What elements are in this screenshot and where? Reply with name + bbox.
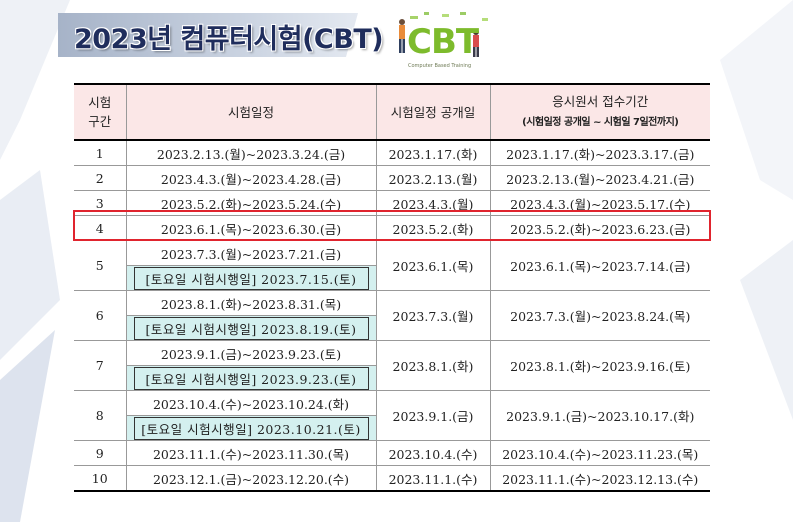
exam-dates-cell: 2023.8.1.(화)~2023.8.31.(목) <box>125 290 377 316</box>
saturday-exam-cell: [토요일 시험시행일] 2023.9.23.(토) <box>126 365 376 391</box>
table-header-row: 시험 구간 시험일정 시험일정 공개일 응시원서 접수기간 (시험일정 공개일 … <box>74 83 710 141</box>
page-title: 2023년 컴퓨터시험(CBT) <box>74 24 384 55</box>
release-date-cell: 2023.6.1.(목) <box>375 240 491 291</box>
application-period-cell: 2023.2.13.(월)~2023.4.21.(금) <box>489 165 710 191</box>
release-date-cell: 2023.11.1.(수) <box>375 465 491 492</box>
logo-text: CBT <box>407 22 479 62</box>
people-illustration-icon <box>399 12 488 57</box>
saturday-exam-label: [토요일 시험시행일] 2023.9.23.(토) <box>133 366 369 390</box>
period-cell: 10 <box>74 465 127 492</box>
exam-dates-cell: 2023.9.1.(금)~2023.9.23.(토) <box>125 340 377 366</box>
header-application-note: (시험일정 공개일 ~ 시험일 7일전까지) <box>522 117 679 128</box>
table-subrow: [토요일 시험시행일] 2023.9.23.(토) <box>74 365 710 391</box>
exam-dates-cell: 2023.6.1.(목)~2023.6.30.(금) <box>125 215 377 241</box>
application-period-cell: 2023.8.1.(화)~2023.9.16.(토) <box>489 340 710 391</box>
header-application-period: 응시원서 접수기간 (시험일정 공개일 ~ 시험일 7일전까지) <box>489 83 710 141</box>
table-row: 8 2023.10.4.(수)~2023.10.24.(화) 2023.9.1.… <box>74 390 710 441</box>
exam-dates-cell: 2023.2.13.(월)~2023.3.24.(금) <box>125 140 377 166</box>
application-period-cell: 2023.10.4.(수)~2023.11.23.(목) <box>489 440 710 466</box>
period-cell: 8 <box>74 390 127 441</box>
exam-dates-cell: 2023.4.3.(월)~2023.4.28.(금) <box>125 165 377 191</box>
row-highlight-box <box>73 210 711 241</box>
release-date-cell: 2023.2.13.(월) <box>375 165 491 191</box>
release-date-cell: 2023.7.3.(월) <box>375 290 491 341</box>
period-cell: 7 <box>74 340 127 391</box>
exam-dates-cell: 2023.10.4.(수)~2023.10.24.(화) <box>125 390 377 416</box>
title-banner <box>58 13 358 57</box>
table-row: 1 2023.2.13.(월)~2023.3.24.(금) 2023.1.17.… <box>74 140 710 166</box>
period-cell: 2 <box>74 165 127 191</box>
header-release-date: 시험일정 공개일 <box>375 83 491 141</box>
release-date-cell: 2023.8.1.(화) <box>375 340 491 391</box>
table-subrow: [토요일 시험시행일] 2023.8.19.(토) <box>74 315 710 341</box>
release-date-cell: 2023.9.1.(금) <box>375 390 491 441</box>
period-cell: 5 <box>74 240 127 291</box>
application-period-cell: 2023.7.3.(월)~2023.8.24.(목) <box>489 290 710 341</box>
table-subrow: [토요일 시험시행일] 2023.7.15.(토) <box>74 265 710 291</box>
header-application-title: 응시원서 접수기간 <box>552 94 649 109</box>
saturday-exam-label: [토요일 시험시행일] 2023.7.15.(토) <box>133 266 369 290</box>
table-row: 7 2023.9.1.(금)~2023.9.23.(토) 2023.8.1.(화… <box>74 340 710 391</box>
saturday-exam-cell: [토요일 시험시행일] 2023.7.15.(토) <box>126 265 376 291</box>
exam-dates-cell: 2023.11.1.(수)~2023.11.30.(목) <box>125 440 377 466</box>
logo-subtitle: Computer Based Training <box>408 63 472 69</box>
table-row: 9 2023.11.1.(수)~2023.11.30.(목) 2023.10.4… <box>74 440 710 466</box>
period-cell: 6 <box>74 290 127 341</box>
saturday-exam-label: [토요일 시험시행일] 2023.8.19.(토) <box>133 316 369 340</box>
application-period-cell: 2023.5.2.(화)~2023.6.23.(금) <box>489 215 710 241</box>
header-period: 시험 구간 <box>74 83 127 141</box>
table-row: 5 2023.7.3.(월)~2023.7.21.(금) 2023.6.1.(목… <box>74 240 710 291</box>
application-period-cell: 2023.1.17.(화)~2023.3.17.(금) <box>489 140 710 166</box>
period-cell: 9 <box>74 440 127 466</box>
saturday-exam-cell: [토요일 시험시행일] 2023.10.21.(토) <box>126 415 376 441</box>
table-subrow: [토요일 시험시행일] 2023.10.21.(토) <box>74 415 710 441</box>
table-row: 6 2023.8.1.(화)~2023.8.31.(목) 2023.7.3.(월… <box>74 290 710 341</box>
table-row: 10 2023.12.1.(금)~2023.12.20.(수) 2023.11.… <box>74 465 710 492</box>
exam-schedule-table: 시험 구간 시험일정 시험일정 공개일 응시원서 접수기간 (시험일정 공개일 … <box>74 83 710 492</box>
saturday-exam-cell: [토요일 시험시행일] 2023.8.19.(토) <box>126 315 376 341</box>
exam-dates-cell: 2023.7.3.(월)~2023.7.21.(금) <box>125 240 377 266</box>
cbt-logo <box>399 12 488 57</box>
table-row-highlighted: 4 2023.6.1.(목)~2023.6.30.(금) 2023.5.2.(화… <box>74 215 710 241</box>
release-date-cell: 2023.1.17.(화) <box>375 140 491 166</box>
release-date-cell: 2023.10.4.(수) <box>375 440 491 466</box>
header-exam-dates: 시험일정 <box>125 83 377 141</box>
application-period-cell: 2023.6.1.(목)~2023.7.14.(금) <box>489 240 710 291</box>
saturday-exam-label: [토요일 시험시행일] 2023.10.21.(토) <box>133 416 369 440</box>
application-period-cell: 2023.11.1.(수)~2023.12.13.(수) <box>489 465 710 492</box>
exam-dates-cell: 2023.12.1.(금)~2023.12.20.(수) <box>125 465 377 492</box>
header-period-line2: 구간 <box>88 114 112 129</box>
header-period-line1: 시험 <box>88 95 112 110</box>
period-cell: 1 <box>74 140 127 166</box>
application-period-cell: 2023.9.1.(금)~2023.10.17.(화) <box>489 390 710 441</box>
table-row: 2 2023.4.3.(월)~2023.4.28.(금) 2023.2.13.(… <box>74 165 710 191</box>
